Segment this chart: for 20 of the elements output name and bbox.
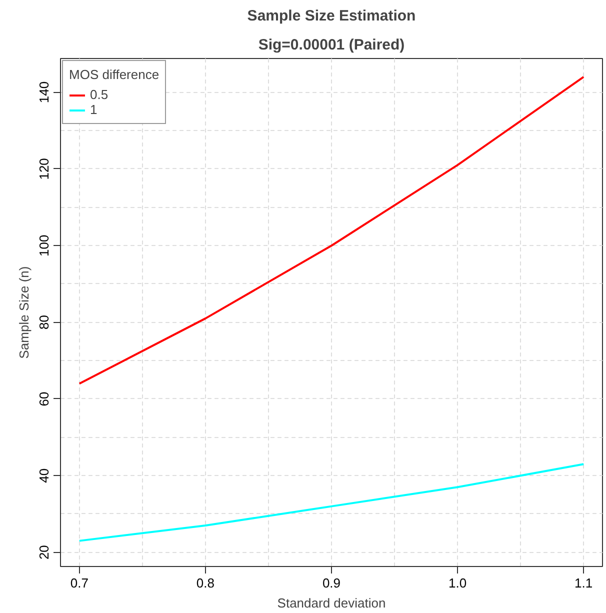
- legend-title: MOS difference: [69, 67, 160, 82]
- y-tick-label: 80: [36, 315, 52, 330]
- x-tick-label: 0.9: [322, 576, 341, 590]
- line-series: [78, 463, 585, 542]
- x-tick-label: 1.0: [448, 576, 467, 590]
- x-tick-label: 1.1: [574, 576, 593, 590]
- y-axis-title: Sample Size (n): [16, 266, 32, 359]
- x-tick-label: 0.7: [70, 576, 88, 590]
- chart-subtitle: Sig=0.00001 (Paired): [258, 36, 405, 54]
- x-tick-label: 0.8: [196, 576, 214, 590]
- legend-label: 1: [90, 102, 98, 117]
- y-tick-label: 140: [36, 81, 52, 104]
- y-tick-label: 60: [36, 392, 52, 406]
- y-tick-label: 20: [36, 545, 52, 560]
- legend-label: 0.5: [90, 87, 110, 102]
- x-axis-title: Standard deviation: [277, 596, 386, 610]
- y-tick-label: 40: [36, 468, 52, 483]
- y-tick-label: 100: [36, 234, 52, 256]
- y-tick-label: 120: [36, 158, 52, 180]
- chart-title: Sample Size Estimation: [247, 8, 416, 24]
